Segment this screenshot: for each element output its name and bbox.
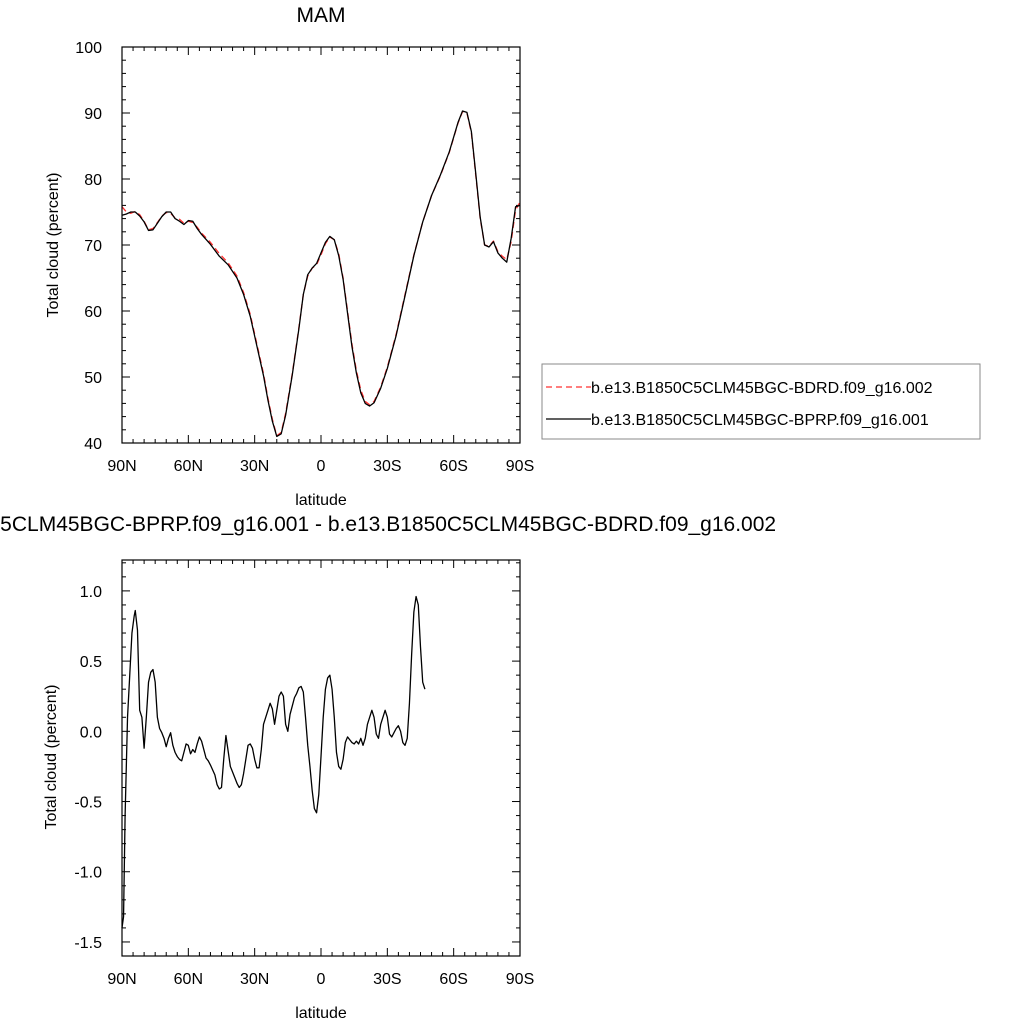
bottom-y-tick-label: -0.5 (74, 795, 102, 812)
top-chart-title: MAM (297, 4, 346, 27)
bottom-y-tick-label: -1.5 (74, 935, 102, 952)
top-y-tick-label: 60 (84, 304, 102, 321)
bottom-panel: b.e13.B1850C5CLM45BGC-BPRP.f09_g16.001 -… (0, 513, 776, 1022)
top-x-tick-label: 30N (240, 458, 269, 475)
top-x-axis-label: latitude (295, 492, 347, 509)
top-x-tick-label: 0 (317, 458, 326, 475)
bottom-x-tick-label: 30S (373, 971, 401, 988)
top-x-tick-label: 60N (174, 458, 203, 475)
bottom-plot-frame (121, 559, 521, 957)
top-x-tick-label: 30S (373, 458, 401, 475)
bottom-series-line-0 (121, 595, 426, 928)
top-plot-frame (121, 46, 521, 444)
top-panel: MAM Total cloud (percent) latitude 90N 60… (45, 4, 534, 509)
top-x-tick-label: 90N (107, 458, 136, 475)
top-series-line-1 (121, 110, 521, 438)
legend-label-bdrd: b.e13.B1850C5CLM45BGC-BDRD.f09_g16.002 (591, 380, 933, 397)
bottom-series-group (121, 595, 426, 928)
top-y-tick-label: 80 (84, 172, 102, 189)
bottom-x-tick-label: 90N (107, 971, 136, 988)
bottom-x-tick-label: 30N (240, 971, 269, 988)
top-series-line-0 (121, 111, 521, 437)
bottom-y-tick-label: -1.0 (74, 865, 102, 882)
top-y-tick-label: 40 (84, 436, 102, 453)
bottom-chart-title: b.e13.B1850C5CLM45BGC-BPRP.f09_g16.001 -… (0, 513, 776, 536)
top-series-group (121, 110, 521, 438)
bottom-axis-ticks: 90N 60N 30N 0 30S 60S 90S -1.5 -1.0 -0.5 0.0 0.5 1.0 (74, 560, 534, 988)
top-y-tick-label: 100 (75, 40, 102, 57)
top-y-tick-label: 50 (84, 370, 102, 387)
bottom-y-tick-label: 0.5 (80, 654, 102, 671)
bottom-y-tick-label: 1.0 (80, 584, 102, 601)
bottom-x-tick-label: 60S (439, 971, 467, 988)
top-y-axis-label: Total cloud (percent) (45, 173, 62, 318)
legend-box (541, 363, 981, 440)
top-y-tick-label: 70 (84, 238, 102, 255)
top-x-tick-label: 90S (506, 458, 534, 475)
legend-label-bprp: b.e13.B1850C5CLM45BGC-BPRP.f09_g16.001 (591, 412, 929, 429)
bottom-x-axis-label: latitude (295, 1005, 347, 1022)
bottom-x-tick-label: 90S (506, 971, 534, 988)
top-x-tick-label: 60S (439, 458, 467, 475)
bottom-x-tick-label: 60N (174, 971, 203, 988)
bottom-y-tick-label: 0.0 (80, 724, 102, 741)
top-axis-ticks: 90N 60N 30N 0 30S 60S 90S 40 50 60 70 80 90 100 (75, 40, 534, 475)
top-y-tick-label: 90 (84, 106, 102, 123)
bottom-y-axis-label: Total cloud (percent) (43, 685, 60, 830)
legend: b.e13.B1850C5CLM45BGC-BDRD.f09_g16.002 b… (541, 363, 981, 440)
bottom-x-tick-label: 0 (317, 971, 326, 988)
